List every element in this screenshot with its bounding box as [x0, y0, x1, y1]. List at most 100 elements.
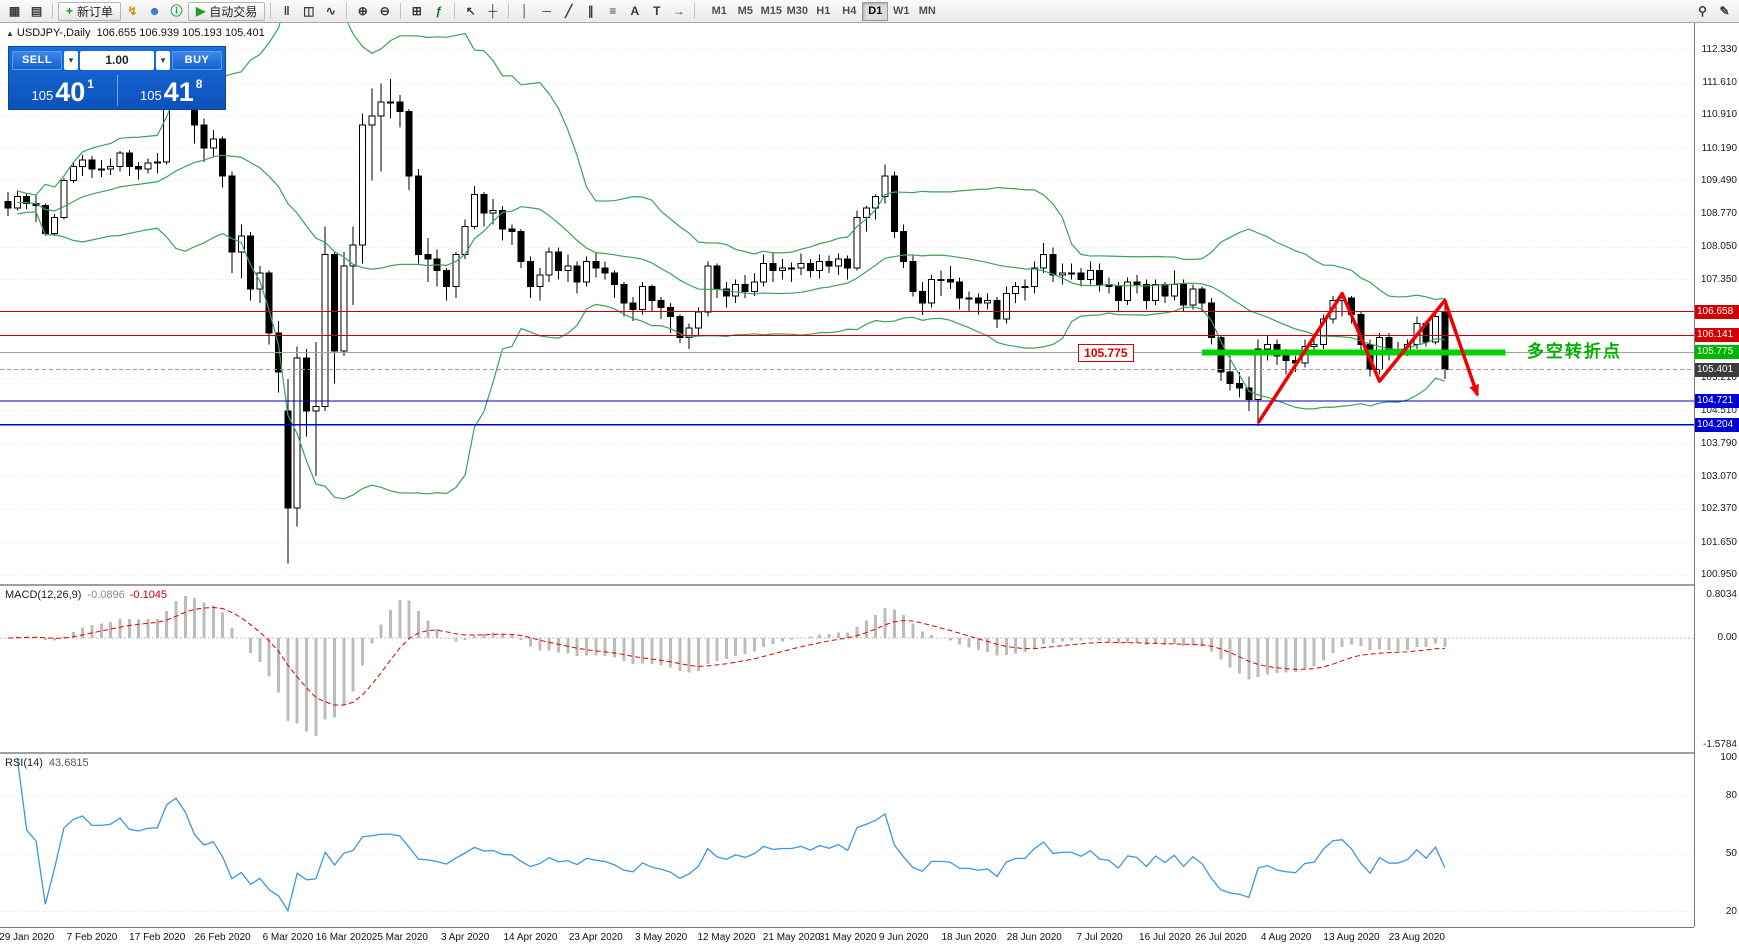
- tile-windows-icon[interactable]: ⊞: [406, 2, 427, 21]
- candle: [890, 175, 898, 232]
- trend-arrow: [1256, 291, 1480, 424]
- pivot-point-annotation[interactable]: 多空转折点: [1526, 342, 1622, 362]
- search-icon[interactable]: ⚲: [1692, 2, 1713, 21]
- volume-input[interactable]: [80, 50, 154, 70]
- volume-dropdown-right[interactable]: ▾: [156, 50, 170, 70]
- candle: [340, 265, 348, 352]
- time-axis-label: 31 May 2020: [818, 932, 877, 943]
- new-chart-icon-glyph: ▦: [8, 4, 21, 18]
- line-chart-icon[interactable]: ∿: [320, 2, 341, 21]
- price-tag: 104.721: [1695, 393, 1739, 408]
- candle: [88, 159, 96, 170]
- candle: [1180, 283, 1188, 306]
- timeframe-group: M1 M5 M15 M30 H1 H4 D1 W1 MN: [706, 1, 940, 21]
- vertical-line-icon[interactable]: │: [514, 2, 535, 21]
- candle: [415, 175, 423, 255]
- candle: [1226, 371, 1234, 385]
- macd-canvas[interactable]: [0, 586, 1694, 752]
- macd-pane: [0, 586, 1694, 752]
- pane-separator[interactable]: [0, 752, 1739, 754]
- buy-button[interactable]: BUY: [172, 50, 222, 70]
- new-order-glyph: +: [66, 4, 74, 18]
- candle: [536, 274, 544, 288]
- pencil-icon[interactable]: ✎: [1714, 2, 1735, 21]
- arrows-icon[interactable]: →: [668, 2, 689, 21]
- timeframe-mn[interactable]: MN: [914, 2, 940, 21]
- buy-price-pips: 41: [163, 77, 194, 107]
- metaeditor-icon[interactable]: ↯: [122, 2, 143, 21]
- new-chart-icon[interactable]: ▦: [4, 2, 25, 21]
- sell-price-frac: 1: [87, 77, 94, 91]
- cursor-icon[interactable]: ↖: [460, 2, 481, 21]
- time-axis[interactable]: 29 Jan 2020 7 Feb 2020 17 Feb 2020 26 Feb 2…: [0, 927, 1694, 949]
- profiles-icon-glyph: ▤: [30, 4, 43, 18]
- autotrading-button[interactable]: ▶ 自动交易: [188, 1, 266, 21]
- indicators-icon[interactable]: ƒ: [428, 2, 449, 21]
- pane-separator[interactable]: [0, 584, 1739, 586]
- candle: [1077, 272, 1085, 281]
- volume-dropdown-left[interactable]: ▾: [64, 50, 78, 70]
- toolbar-separator: [454, 3, 456, 19]
- candle: [228, 175, 236, 253]
- macd-axis-zero: 0.00: [1717, 632, 1737, 644]
- candle: [1198, 288, 1206, 304]
- main-chart-pane: [0, 23, 1694, 584]
- candle: [974, 297, 982, 304]
- candle: [564, 265, 572, 271]
- zoom-in-icon[interactable]: ⊕: [352, 2, 373, 21]
- new-order-button[interactable]: + 新订单: [58, 1, 122, 21]
- timeframe-m1[interactable]: M1: [706, 2, 732, 21]
- text-icon[interactable]: A: [624, 2, 645, 21]
- label-icon[interactable]: T: [646, 2, 667, 21]
- horizontal-line-icon[interactable]: ─: [536, 2, 557, 21]
- bar-chart-icon[interactable]: ‖: [276, 2, 297, 21]
- help-icon[interactable]: ⓘ: [166, 2, 187, 21]
- candle: [396, 101, 404, 112]
- candle: [844, 258, 852, 269]
- timeframe-m5[interactable]: M5: [732, 2, 758, 21]
- candle: [116, 152, 124, 168]
- candle: [135, 166, 143, 170]
- candle: [219, 138, 227, 177]
- candle: [1040, 253, 1048, 269]
- candle: [471, 193, 478, 228]
- timeframe-m15[interactable]: M15: [758, 2, 784, 21]
- profiles-icon[interactable]: ▤: [26, 2, 47, 21]
- trendline-icon[interactable]: ╱: [558, 2, 579, 21]
- support-price-annotation[interactable]: 105.775: [1078, 344, 1134, 363]
- sell-button[interactable]: SELL: [12, 50, 62, 70]
- timeframe-m30[interactable]: M30: [784, 2, 810, 21]
- candle: [834, 258, 842, 267]
- time-axis-label: 7 Jul 2020: [1076, 932, 1123, 943]
- time-axis-label: 28 Jun 2020: [1006, 932, 1062, 943]
- candle: [694, 311, 702, 329]
- rsi-line: [16, 757, 1446, 913]
- candle: [1254, 348, 1262, 401]
- candle: [713, 265, 721, 290]
- timeframe-w1[interactable]: W1: [888, 2, 914, 21]
- metaeditor-icon-glyph: ↯: [127, 4, 138, 18]
- sell-price-pips: 40: [55, 77, 86, 107]
- price-axis[interactable]: 112.330 111.610 110.910 110.190 109.490 108.7…: [1694, 23, 1739, 927]
- zoom-out-icon[interactable]: ⊖: [374, 2, 395, 21]
- community-icon[interactable]: ☻: [144, 2, 165, 21]
- channel-icon[interactable]: ∥: [580, 2, 601, 21]
- rsi-axis-label: 80: [1725, 790, 1737, 802]
- timeframe-d1[interactable]: D1: [862, 1, 889, 21]
- candle: [816, 260, 824, 271]
- text-icon-glyph: A: [630, 4, 640, 18]
- fibonacci-icon[interactable]: ≡: [602, 2, 623, 21]
- crosshair-icon[interactable]: ┼: [482, 2, 503, 21]
- candle: [200, 124, 208, 149]
- buy-price[interactable]: 105 41 8: [118, 72, 226, 109]
- price-axis-label: 105.210: [1700, 372, 1737, 384]
- time-axis-label: 16 Jul 2020: [1139, 932, 1191, 943]
- rsi-canvas[interactable]: [0, 754, 1694, 927]
- candlestick-chart-icon[interactable]: ◫: [298, 2, 319, 21]
- timeframe-h1[interactable]: H1: [810, 2, 836, 21]
- candle: [51, 216, 59, 235]
- main-chart-canvas[interactable]: [0, 23, 1694, 584]
- timeframe-h4[interactable]: H4: [836, 2, 862, 21]
- sell-price[interactable]: 105 40 1: [9, 72, 117, 109]
